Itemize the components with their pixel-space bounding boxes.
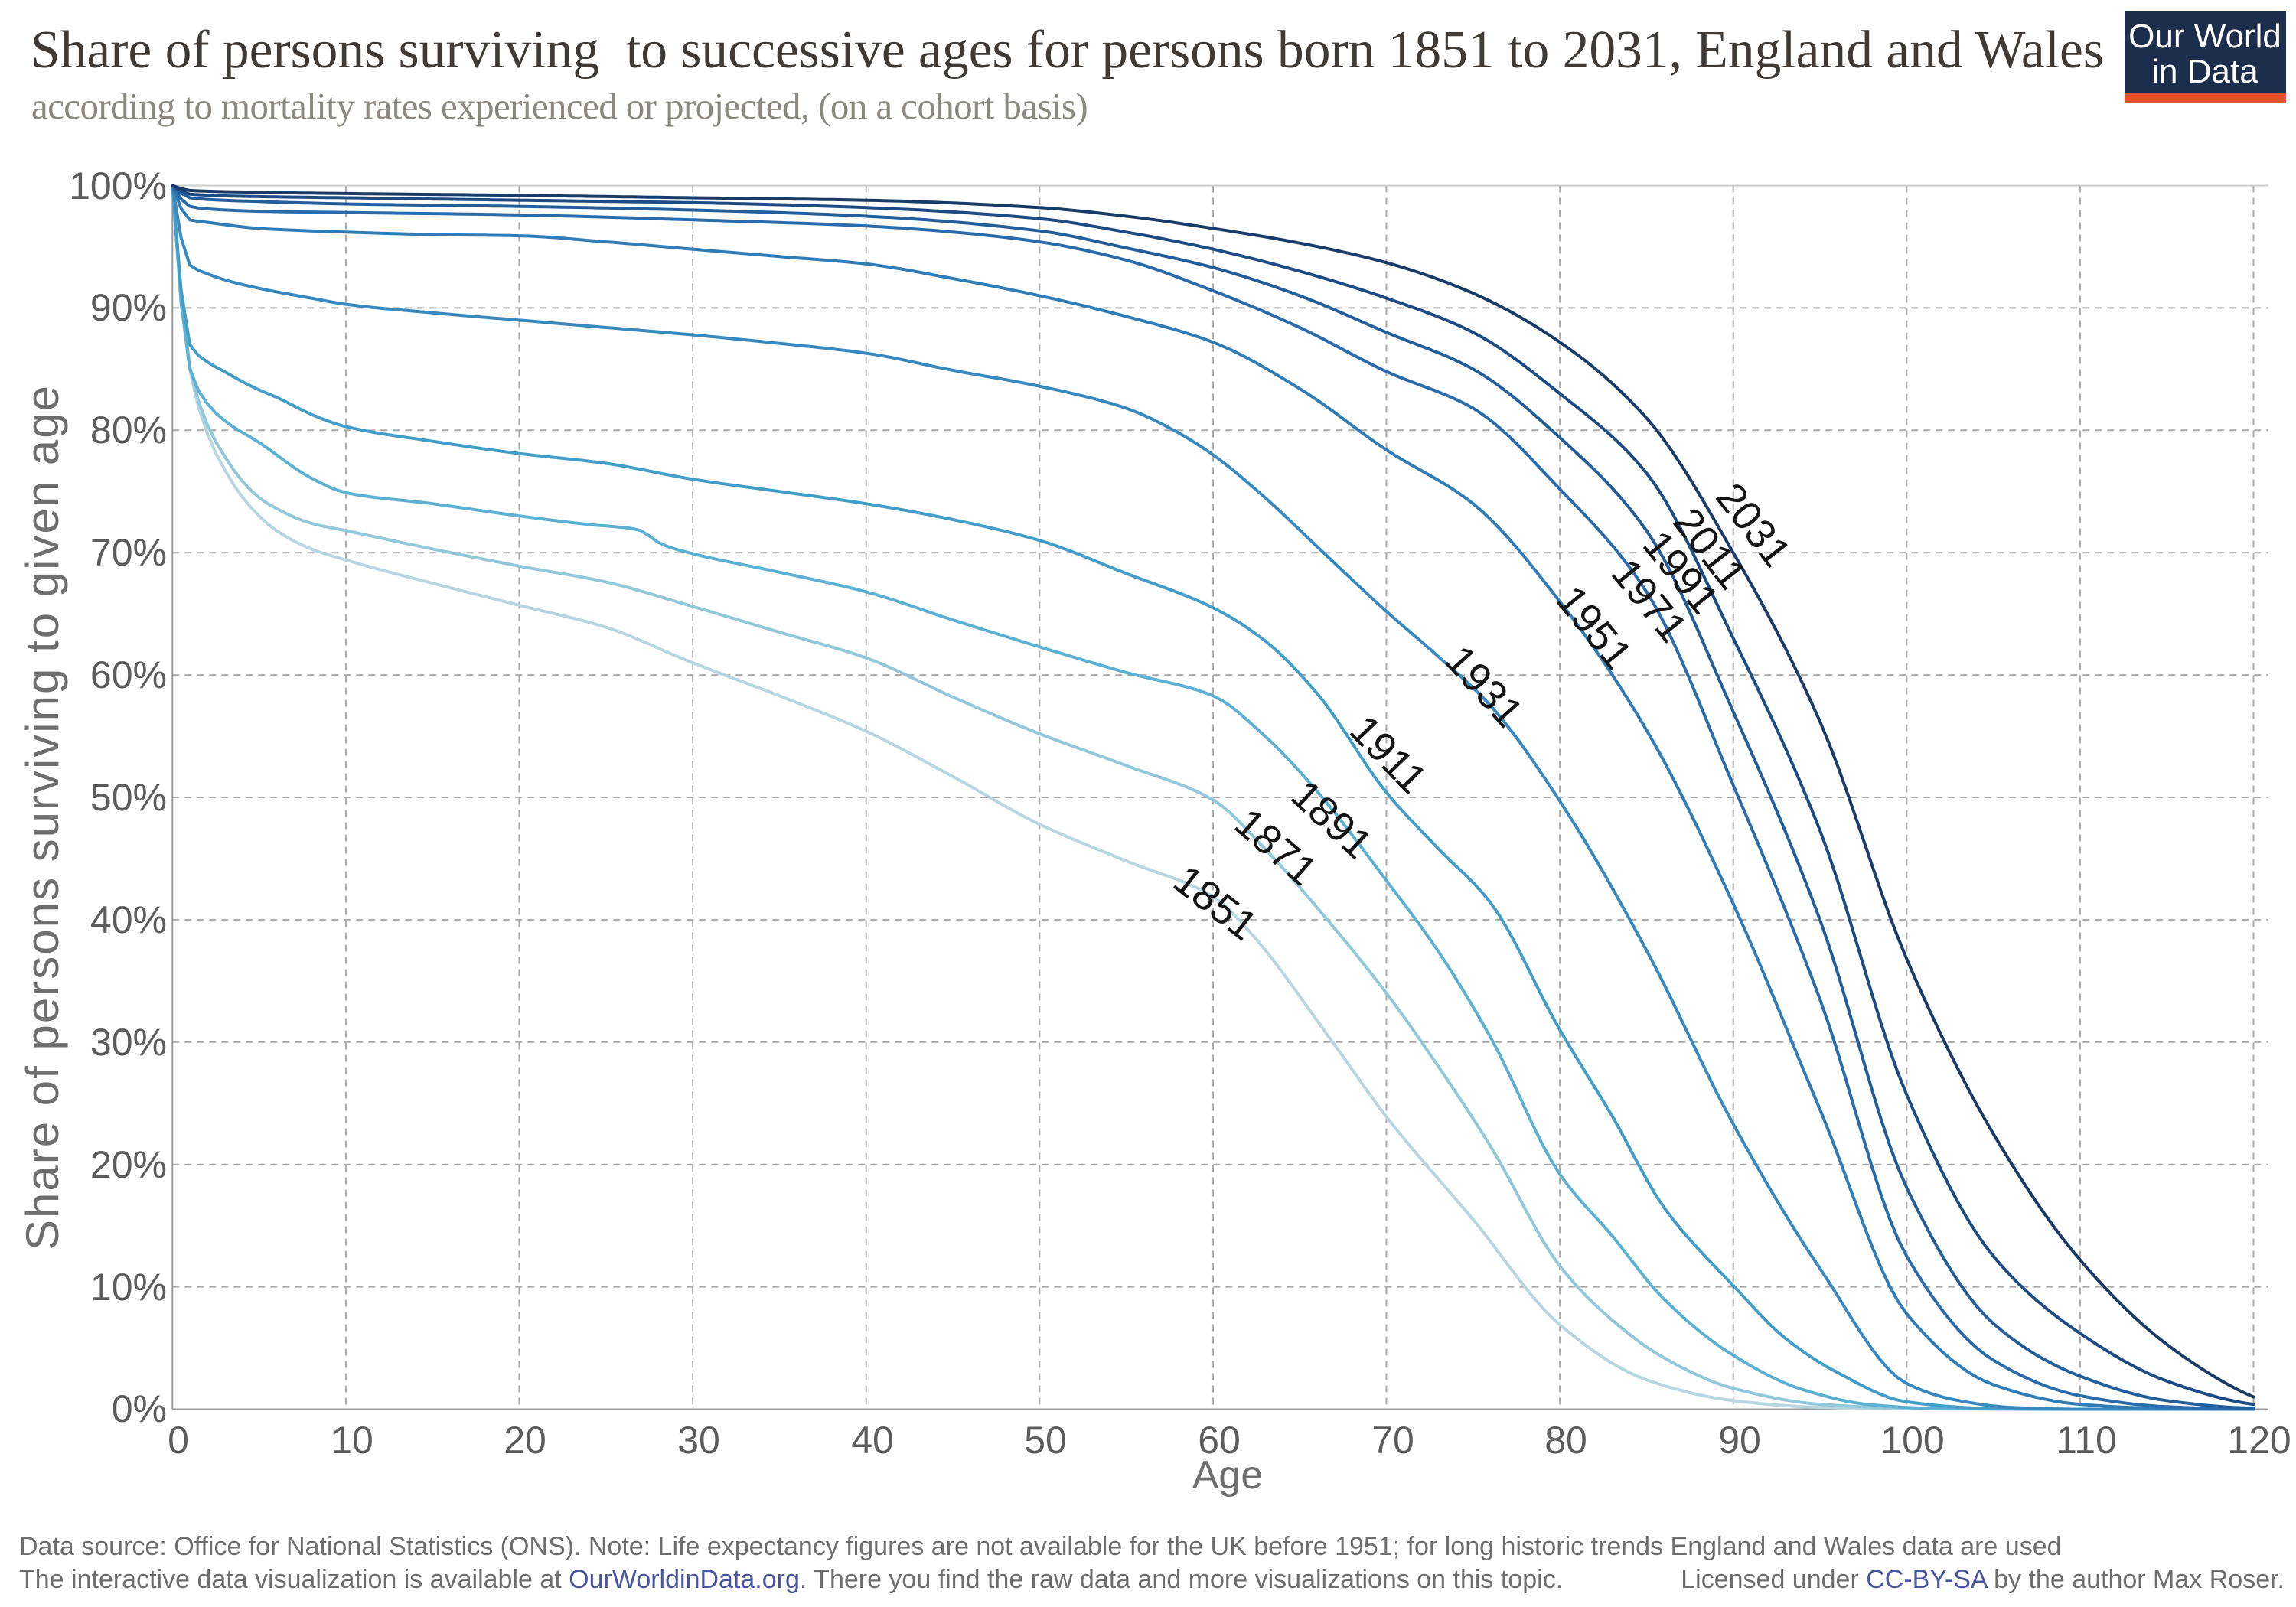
- svg-text:40: 40: [851, 1419, 894, 1462]
- svg-text:30: 30: [677, 1419, 720, 1462]
- svg-text:0%: 0%: [112, 1387, 167, 1430]
- svg-text:Data source: Office for Nation: Data source: Office for National Statist…: [19, 1532, 2062, 1561]
- svg-text:30%: 30%: [90, 1021, 167, 1064]
- svg-text:in Data: in Data: [2151, 53, 2258, 90]
- svg-text:80%: 80%: [90, 409, 167, 451]
- svg-text:60: 60: [1198, 1419, 1241, 1462]
- svg-text:Age: Age: [1192, 1453, 1264, 1498]
- svg-text:10%: 10%: [90, 1266, 167, 1309]
- svg-text:60%: 60%: [90, 654, 167, 696]
- svg-text:Licensed under CC-BY-SA by the: Licensed under CC-BY-SA by the author Ma…: [1681, 1565, 2285, 1594]
- svg-text:50: 50: [1024, 1419, 1067, 1462]
- svg-text:50%: 50%: [90, 776, 167, 819]
- svg-text:90: 90: [1718, 1419, 1761, 1462]
- svg-text:40%: 40%: [90, 898, 167, 941]
- svg-text:Our World: Our World: [2128, 18, 2281, 55]
- svg-text:Share of persons surviving to: Share of persons surviving to given age: [17, 384, 68, 1250]
- svg-text:20: 20: [504, 1419, 546, 1462]
- svg-text:70: 70: [1371, 1419, 1414, 1462]
- svg-text:Share of persons surviving to: Share of persons surviving to successive…: [31, 21, 2104, 80]
- svg-text:100%: 100%: [69, 165, 167, 207]
- svg-text:0: 0: [168, 1419, 189, 1462]
- svg-text:10: 10: [331, 1419, 373, 1462]
- svg-text:70%: 70%: [90, 531, 167, 574]
- svg-text:100: 100: [1880, 1419, 1944, 1462]
- svg-text:110: 110: [2056, 1419, 2117, 1462]
- svg-text:20%: 20%: [90, 1143, 167, 1186]
- svg-text:The interactive data visualiza: The interactive data visualization is av…: [19, 1565, 1563, 1594]
- svg-text:80: 80: [1544, 1419, 1587, 1462]
- svg-text:120: 120: [2227, 1419, 2291, 1462]
- svg-text:90%: 90%: [90, 286, 167, 329]
- svg-text:according to mortality rates e: according to mortality rates experienced…: [31, 85, 1088, 127]
